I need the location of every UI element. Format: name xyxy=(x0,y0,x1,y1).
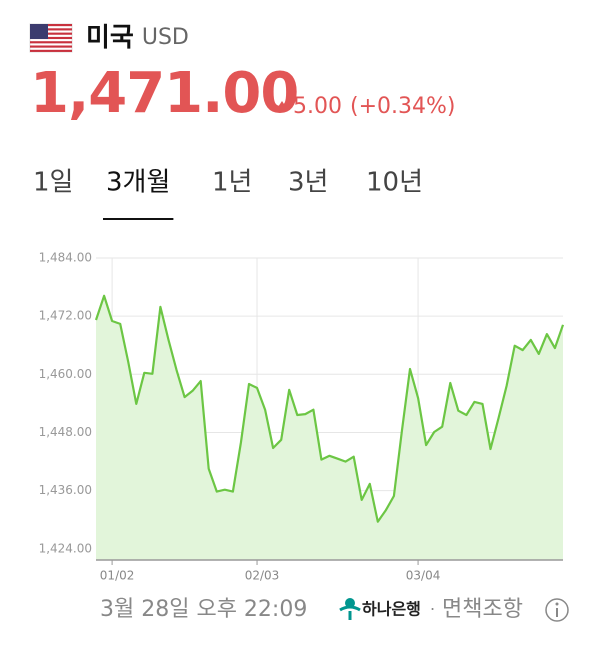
y-tick-label: 1,472.00 xyxy=(39,309,92,323)
bank-name: 하나은행 xyxy=(362,600,421,619)
change: 5.00 (+0.34%) xyxy=(293,94,455,119)
area-fill xyxy=(96,295,563,560)
x-tick-label: 02/03 xyxy=(245,569,280,583)
change-percent: (+0.34%) xyxy=(350,94,456,119)
y-tick-label: 1,460.00 xyxy=(39,367,92,381)
us-flag xyxy=(29,23,73,53)
y-tick-label: 1,424.00 xyxy=(39,541,92,555)
tab[interactable]: 1일 xyxy=(33,168,73,198)
tab[interactable]: 10년 xyxy=(366,168,423,198)
chart: 1,484.00 1,472.00 1,460.00 1,448.00 1,436.00… xyxy=(39,250,565,583)
price: 1,471.00 xyxy=(30,61,298,126)
timestamp: 3월 28일 오후 22:09 xyxy=(100,597,307,622)
title: 미국 USD xyxy=(86,23,189,53)
change-value: 5.00 xyxy=(293,94,342,119)
tab[interactable]: 3개월 xyxy=(106,168,170,198)
price-line xyxy=(94,294,565,523)
x-tick-label: 01/02 xyxy=(100,569,135,583)
separator: · xyxy=(430,600,435,619)
y-tick-label: 1,448.00 xyxy=(39,425,92,439)
up-arrow xyxy=(276,101,288,110)
disclaimer[interactable]: 면책조항 xyxy=(442,597,523,622)
tab[interactable]: 3년 xyxy=(288,168,328,198)
info-icon[interactable] xyxy=(545,598,569,622)
tab[interactable]: 1년 xyxy=(212,168,252,198)
y-tick-label: 1,484.00 xyxy=(39,250,92,264)
x-tick-label: 03/04 xyxy=(406,569,441,583)
country: 미국 xyxy=(86,23,134,53)
tabs: 1일 3개월 1년 3년 10년 xyxy=(33,168,423,220)
bank-logo xyxy=(339,598,361,620)
currency: USD xyxy=(142,25,189,50)
y-tick-label: 1,436.00 xyxy=(39,483,92,497)
